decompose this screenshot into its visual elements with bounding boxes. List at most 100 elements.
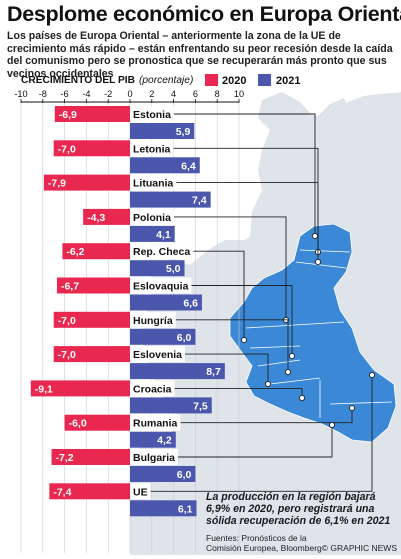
- bar-label-2021: 5,9: [176, 126, 191, 138]
- x-tick-label: 2: [149, 89, 154, 99]
- category-label: Bulgaria: [133, 452, 175, 464]
- bar-2020: [53, 346, 131, 363]
- x-tick-label: 4: [171, 89, 176, 99]
- x-tick-label: 8: [215, 89, 220, 99]
- leader-lines: [150, 113, 376, 492]
- bar-label-2021: 6,0: [177, 469, 192, 481]
- bar-2020: [43, 174, 130, 191]
- leader-line: [176, 182, 319, 262]
- x-tick-label: -6: [61, 89, 69, 99]
- leader-dot: [314, 258, 322, 266]
- bar-label-2021: 4,2: [157, 435, 172, 447]
- bar-2021: [130, 123, 195, 139]
- bar-label-2021: 6,4: [181, 160, 196, 172]
- bar-2020: [30, 380, 131, 397]
- x-tick-label: 6: [193, 89, 198, 99]
- x-tick-label: 0: [127, 89, 132, 99]
- bar-label-2020: -6,9: [59, 109, 77, 121]
- bar-2020: [56, 277, 130, 294]
- bar-label-2021: 8,7: [206, 366, 221, 378]
- category-label: UE: [133, 486, 148, 498]
- category-label-bg: [130, 208, 174, 225]
- leader-line: [150, 375, 373, 492]
- bar-2021: [130, 225, 175, 242]
- bar-2021: [130, 431, 176, 448]
- category-label: Hungría: [133, 315, 173, 327]
- bar-2021: [130, 466, 196, 482]
- bar-label-2020: -7,0: [58, 143, 76, 155]
- leader-line: [173, 113, 316, 236]
- category-label-bg: [130, 106, 174, 122]
- leader-dot: [240, 336, 248, 344]
- x-axis-title: CRECIMIENTO DEL PIB: [21, 75, 135, 86]
- bar-label-2020: -6,2: [66, 246, 84, 258]
- bar-label-2021: 6,1: [178, 503, 193, 515]
- bar-2021: [130, 363, 225, 380]
- x-tick-label: -10: [14, 89, 27, 99]
- bar-2021: [130, 500, 197, 517]
- bar-label-2021: 6,6: [183, 298, 198, 310]
- bar-label-2020: -6,0: [69, 418, 87, 430]
- unit-label: (porcentaje): [139, 75, 193, 86]
- category-label-bg: [130, 414, 181, 431]
- bar-2021: [130, 328, 196, 345]
- category-label-bg: [130, 140, 174, 157]
- category-label-bg: [130, 346, 186, 363]
- map-eastern-europe-highlight: [229, 223, 397, 443]
- legend-label-2021: 2021: [276, 75, 300, 87]
- bar-2021: [130, 260, 185, 277]
- category-label: Rumania: [133, 418, 178, 430]
- leader-line: [175, 319, 289, 372]
- leader-line: [185, 353, 269, 384]
- bar-2020: [62, 243, 130, 260]
- bar-2021: [130, 397, 212, 414]
- category-label-bg: [130, 380, 175, 397]
- category-label: Letonia: [133, 143, 170, 155]
- leader-line: [174, 387, 303, 398]
- category-label-bg: [130, 277, 192, 294]
- leader-line: [178, 425, 333, 458]
- chart-bars: -6,9 5,9 -7,0 6,4 -7,9 7,4 -4,3 4,1 -6,2 5,0 -6,7 6…: [30, 106, 225, 517]
- bar-2020: [54, 106, 130, 122]
- page-subtitle: Los países de Europa Oriental – anterior…: [7, 30, 393, 80]
- bar-label-2020: -7,2: [56, 452, 74, 464]
- leader-dot: [368, 371, 376, 379]
- category-label: Lituania: [133, 178, 173, 190]
- category-label-bg: [130, 311, 176, 328]
- category-label: Estonia: [133, 109, 171, 121]
- bar-2021: [130, 157, 200, 174]
- category-label-bg: [130, 483, 151, 500]
- bar-label-2020: -7,4: [53, 486, 71, 498]
- leader-dot: [264, 380, 272, 388]
- leader-line: [180, 408, 353, 424]
- bar-2021: [130, 294, 202, 311]
- leader-dot: [288, 352, 296, 360]
- x-tick-label: -4: [82, 89, 90, 99]
- sources: Fuentes: Pronósticos de la Comisión Euro…: [206, 533, 322, 553]
- bar-label-2021: 7,4: [192, 195, 207, 207]
- x-tick-label: 10: [234, 89, 244, 99]
- bar-2020: [64, 414, 130, 431]
- bar-label-2021: 5,0: [166, 263, 181, 275]
- category-labels: Estonia Letonia Lituania Polonia Rep. Checa E…: [130, 106, 194, 500]
- bar-label-2020: -9,1: [35, 383, 53, 395]
- category-label: Croacia: [133, 383, 172, 395]
- europe-map: [130, 92, 401, 555]
- x-tick-label: -2: [104, 89, 112, 99]
- category-label: Rep. Checa: [133, 246, 190, 258]
- leader-dot: [298, 394, 306, 402]
- bar-2021: [130, 191, 211, 208]
- x-axis: -10 -8 -6 -4 -2 0 2 4 6 8 10: [14, 89, 244, 103]
- bar-2020: [53, 140, 131, 157]
- x-tick-label: -8: [39, 89, 47, 99]
- leader-dot: [284, 368, 292, 376]
- bar-label-2020: -7,0: [58, 349, 76, 361]
- leader-dot: [348, 404, 356, 412]
- leader-dot: [311, 232, 319, 240]
- bar-label-2020: -7,9: [48, 178, 66, 190]
- bar-label-2020: -6,7: [61, 281, 79, 293]
- bar-label-2020: -7,0: [58, 315, 76, 327]
- legend-swatch-2021: [258, 74, 271, 86]
- summary-note: La producción en la región bajará 6,9% e…: [206, 491, 391, 527]
